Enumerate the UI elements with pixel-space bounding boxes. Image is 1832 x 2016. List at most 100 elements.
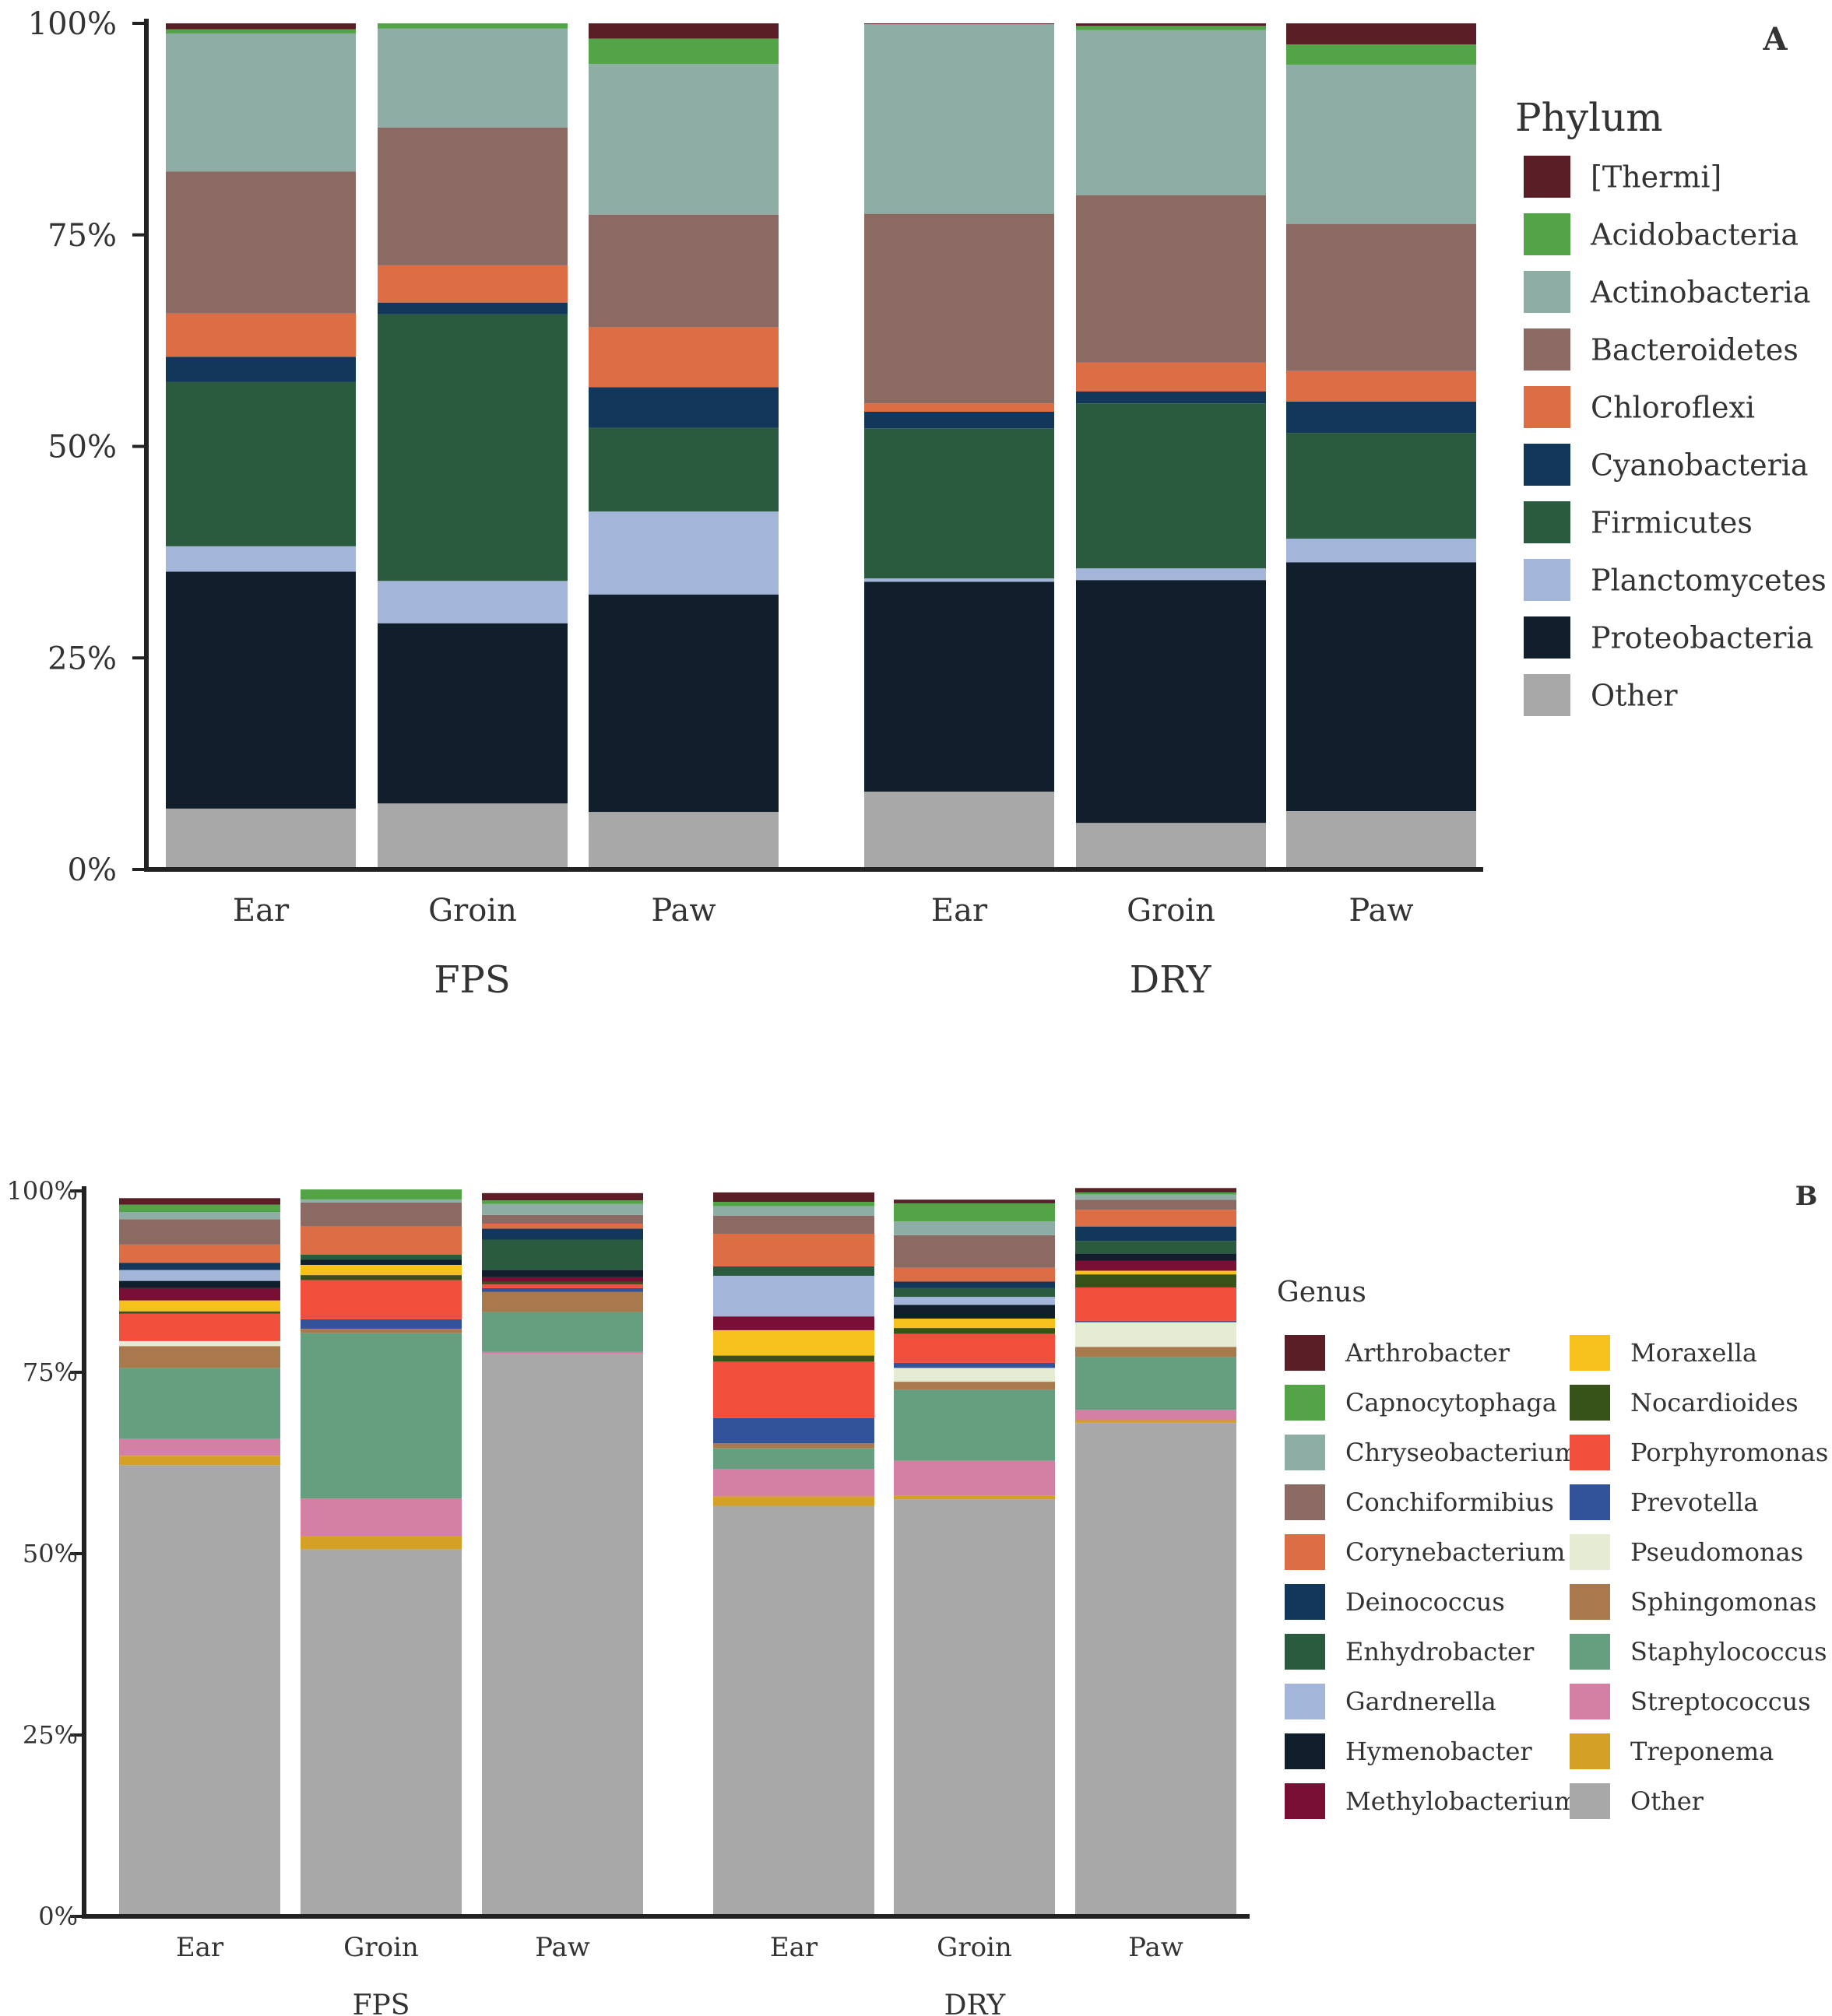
group-label: DRY xyxy=(1130,958,1212,1002)
legend-swatch-porphyromonas xyxy=(1570,1435,1610,1470)
bar-segment-dry-ear-enhydrobacter xyxy=(713,1266,874,1276)
legend-label: Hymenobacter xyxy=(1345,1737,1532,1766)
legend-label: Pseudomonas xyxy=(1630,1537,1803,1567)
bar-segment-dry-ear-chloroflexi xyxy=(864,403,1054,412)
x-tick-label: Groin xyxy=(343,1932,419,1963)
bar-segment-fps-ear-actinobacteria xyxy=(166,33,356,172)
bar-segment-fps-ear-acidobacteria xyxy=(166,29,356,33)
bar-stack-fps-ear xyxy=(119,1198,280,1916)
bar-segment-dry-ear-planctomycetes xyxy=(864,578,1054,582)
legend-label: Moraxella xyxy=(1630,1338,1757,1368)
bar-segment-fps-ear-other xyxy=(119,1465,280,1916)
bar-segment-dry-ear-bacteroidetes xyxy=(864,213,1054,404)
bar-segment-dry-paw-arthrobacter xyxy=(1075,1188,1236,1192)
legend-item-staphylococcus: Staphylococcus xyxy=(1570,1634,1827,1670)
legend-label: Deinococcus xyxy=(1345,1587,1505,1617)
legend-swatch-sphingomonas xyxy=(1570,1584,1610,1620)
bar-segment-dry-ear-porphyromonas xyxy=(713,1361,874,1418)
bar-segment-dry-groin-deinococcus xyxy=(894,1281,1055,1288)
bar-segment-dry-groin-acidobacteria xyxy=(1076,26,1266,30)
bar-segment-fps-ear-hymenobacter xyxy=(119,1280,280,1288)
bar-segment-dry-ear-gardnerella xyxy=(713,1276,874,1317)
x-tick-label: Ear xyxy=(770,1932,818,1963)
bar-segment-fps-ear-bacteroidetes xyxy=(166,171,356,314)
legend-label: Nocardioides xyxy=(1630,1388,1799,1417)
bar-segment-fps-paw-hymenobacter xyxy=(482,1270,643,1277)
legend-item-other: Other xyxy=(1524,674,1678,716)
legend-item-gardnerella: Gardnerella xyxy=(1285,1684,1496,1719)
panel-b-y-ticks: 0% 25% 50% 75% 100% xyxy=(7,1176,84,1931)
panel-b-x-labels: Ear Groin Paw FPS Ear Groin Paw DRY xyxy=(176,1932,1183,2016)
y-tick-label: 50% xyxy=(23,1539,78,1568)
bar-segment-fps-ear-chryseobacterium xyxy=(119,1212,280,1220)
legend-swatch-methylobacterium xyxy=(1285,1783,1325,1819)
legend-item-cyanobacteria: Cyanobacteria xyxy=(1524,444,1809,486)
bar-segment-dry-groin-actinobacteria xyxy=(1076,30,1266,195)
bar-segment-dry-groin-corynebacterium xyxy=(894,1267,1055,1282)
legend-swatch-hymenobacter xyxy=(1285,1733,1325,1769)
x-tick-label: Ear xyxy=(233,893,290,929)
x-tick-label: Ear xyxy=(931,893,988,929)
bar-segment-dry-paw-actinobacteria xyxy=(1286,65,1476,224)
bar-segment-fps-groin-chryseobacterium xyxy=(301,1199,462,1203)
bar-segment-fps-paw-porphyromonas xyxy=(482,1284,643,1288)
bar-segment-dry-paw-porphyromonas xyxy=(1075,1287,1236,1321)
y-tick-label: 0% xyxy=(68,852,117,888)
legend-swatch-enhydrobacter xyxy=(1285,1634,1325,1670)
legend-label: Conchiformibius xyxy=(1345,1487,1554,1517)
x-tick-label: Groin xyxy=(428,893,517,929)
bar-segment-dry-groin-staphylococcus xyxy=(894,1389,1055,1461)
legend-item-prevotella: Prevotella xyxy=(1570,1484,1758,1520)
legend-swatch-conchiformibius xyxy=(1285,1484,1325,1520)
legend-label: Actinobacteria xyxy=(1590,275,1811,309)
legend-label: Bacteroidetes xyxy=(1591,332,1799,367)
legend-swatch-chryseobacterium xyxy=(1285,1435,1325,1470)
bar-segment-dry-paw-moraxella xyxy=(1075,1270,1236,1275)
bar-segment-dry-groin-conchiformibius xyxy=(894,1235,1055,1268)
bar-segment-fps-groin-proteobacteria xyxy=(378,623,568,804)
legend-swatch-nocardioides xyxy=(1570,1385,1610,1421)
bar-segment-dry-groin-hymenobacter xyxy=(894,1305,1055,1319)
legend-label: Chloroflexi xyxy=(1591,390,1755,424)
legend-label: Capnocytophaga xyxy=(1345,1388,1557,1417)
bar-stack-dry-groin xyxy=(894,1199,1055,1916)
legend-swatch-arthrobacter xyxy=(1285,1335,1325,1371)
legend-swatch-planctomycetes xyxy=(1524,559,1570,601)
legend-label: Proteobacteria xyxy=(1591,620,1813,655)
bar-segment-dry-groin-porphyromonas xyxy=(894,1333,1055,1363)
legend-label: Prevotella xyxy=(1630,1487,1758,1517)
bar-segment-fps-groin-bacteroidetes xyxy=(378,127,568,265)
bar-segment-dry-ear-arthrobacter xyxy=(713,1192,874,1202)
bar-segment-dry-groin-bacteroidetes xyxy=(1076,195,1266,363)
legend-item-capnocytophaga: Capnocytophaga xyxy=(1285,1385,1557,1421)
bar-segment-fps-ear-planctomycetes xyxy=(166,546,356,572)
legend-item-treponema: Treponema xyxy=(1570,1733,1774,1769)
bar-segment-fps-groin-staphylococcus xyxy=(301,1333,462,1499)
bar-segment-fps-paw-streptococcus xyxy=(482,1351,643,1354)
bar-segment-fps-paw-chloroflexi xyxy=(589,327,779,388)
bar-segment-fps-groin-chloroflexi xyxy=(378,265,568,303)
panel-a-y-ticks: 0% 25% 50% 75% 100% xyxy=(28,6,146,888)
bar-segment-dry-paw-hymenobacter xyxy=(1075,1253,1236,1261)
bar-segment-dry-groin-gardnerella xyxy=(894,1297,1055,1305)
bar-segment-fps-groin-sphingomonas xyxy=(301,1329,462,1333)
bar-segment-dry-groin-treponema xyxy=(894,1495,1055,1500)
legend-item-actinobacteria: Actinobacteria xyxy=(1524,271,1811,313)
bar-segment-dry-paw-streptococcus xyxy=(1075,1410,1236,1421)
x-tick-label: Paw xyxy=(1349,893,1413,929)
legend-swatch-chloroflexi xyxy=(1524,386,1570,428)
bar-segment-fps-ear-pseudomonas xyxy=(119,1340,280,1347)
legend-item-chryseobacterium: Chryseobacterium xyxy=(1285,1435,1578,1470)
bar-stack-dry-ear xyxy=(713,1192,874,1916)
y-tick-label: 100% xyxy=(28,6,117,42)
bar-segment-fps-groin-porphyromonas xyxy=(301,1280,462,1319)
legend-swatch-streptococcus xyxy=(1570,1684,1610,1719)
bar-segment-fps-paw-firmicutes xyxy=(589,427,779,512)
bar-segment-fps-ear-corynebacterium xyxy=(119,1245,280,1263)
x-tick-label: Paw xyxy=(535,1932,590,1963)
y-tick-label: 25% xyxy=(47,641,117,676)
legend-swatch-corynebacterium xyxy=(1285,1534,1325,1570)
legend-item-other: Other xyxy=(1570,1783,1704,1819)
legend-label: Porphyromonas xyxy=(1630,1438,1828,1467)
legend-item-arthrobacter: Arthrobacter xyxy=(1285,1335,1510,1371)
